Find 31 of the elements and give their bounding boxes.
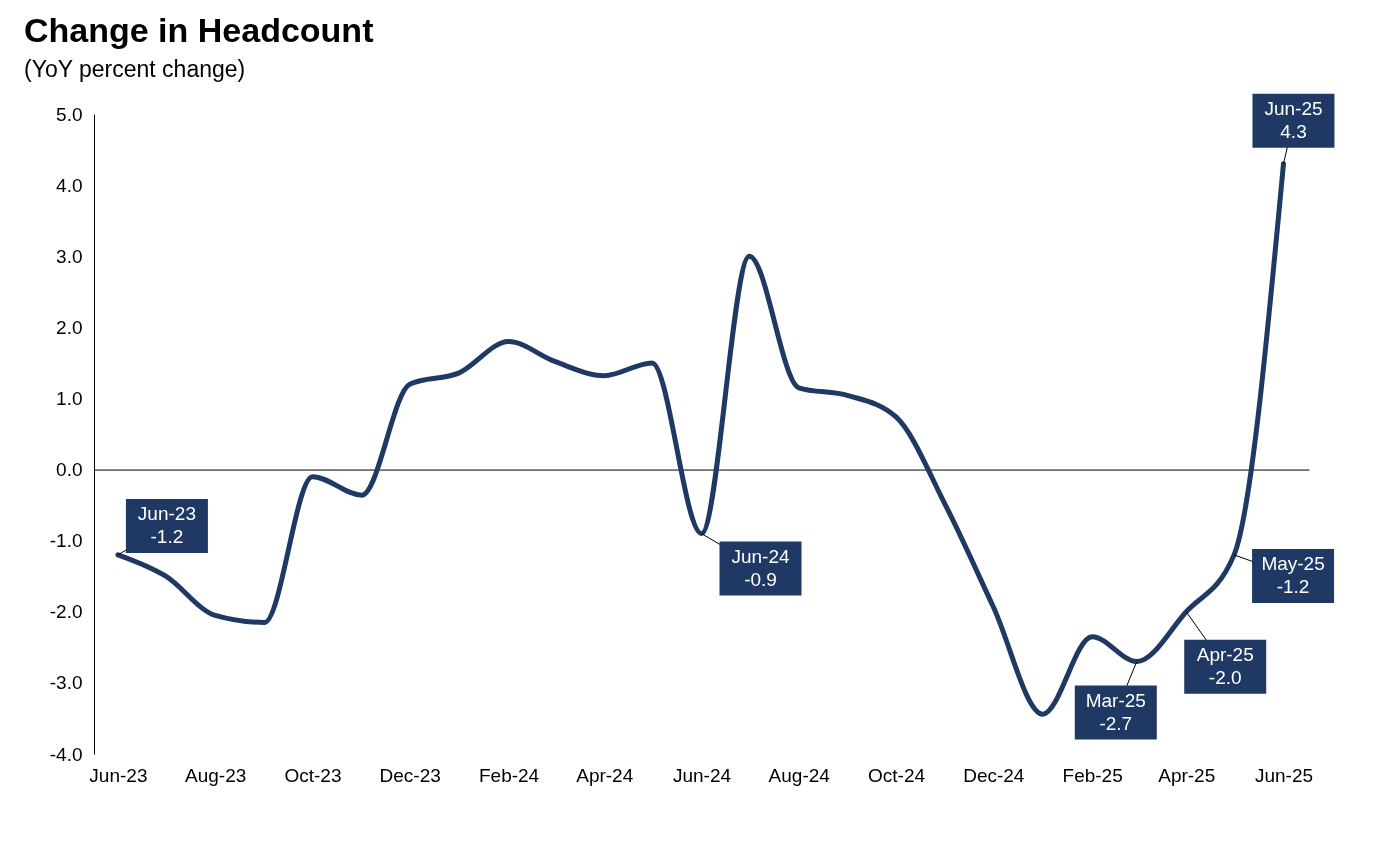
y-tick-label: 0.0	[56, 459, 83, 481]
x-tick-label: Jun-25	[1254, 764, 1314, 786]
annotation: Apr-25 -2.0	[1196, 644, 1254, 689]
x-tick-label: Feb-24	[478, 764, 540, 786]
x-tick-label: Dec-24	[963, 764, 1025, 786]
annotation: May-25 -1.2	[1261, 553, 1325, 598]
y-tick-label: 1.0	[56, 387, 83, 409]
x-tick-label: Oct-24	[868, 764, 926, 786]
annotation: Mar-25 -2.7	[1085, 690, 1146, 735]
chart-subtitle: (YoY percent change)	[24, 55, 246, 82]
annotation: Jun-23 -1.2	[137, 503, 196, 548]
y-tick-label: 5.0	[56, 103, 83, 125]
x-tick-label: Apr-24	[576, 764, 634, 786]
x-tick-label: Dec-23	[379, 764, 441, 786]
y-tick-label: 3.0	[56, 245, 83, 267]
chart-title: Change in Headcount	[24, 10, 374, 49]
annotation: Jun-25 4.3	[1264, 98, 1323, 143]
y-tick-label: -4.0	[49, 743, 83, 765]
x-tick-label: Jun-24	[672, 764, 732, 786]
x-tick-label: Feb-25	[1062, 764, 1123, 786]
y-tick-label: -3.0	[49, 672, 83, 694]
y-tick-label: 2.0	[56, 316, 83, 338]
annotation: Jun-24 -0.9	[731, 546, 790, 591]
y-tick-label: 4.0	[56, 174, 83, 196]
x-tick-label: Apr-25	[1158, 764, 1216, 786]
x-tick-label: Oct-23	[284, 764, 342, 786]
x-tick-label: Jun-23	[89, 764, 148, 786]
x-tick-label: Aug-23	[185, 764, 247, 786]
y-tick-label: -2.0	[49, 601, 83, 623]
x-tick-label: Aug-24	[768, 764, 831, 786]
y-tick-label: -1.0	[49, 530, 83, 552]
